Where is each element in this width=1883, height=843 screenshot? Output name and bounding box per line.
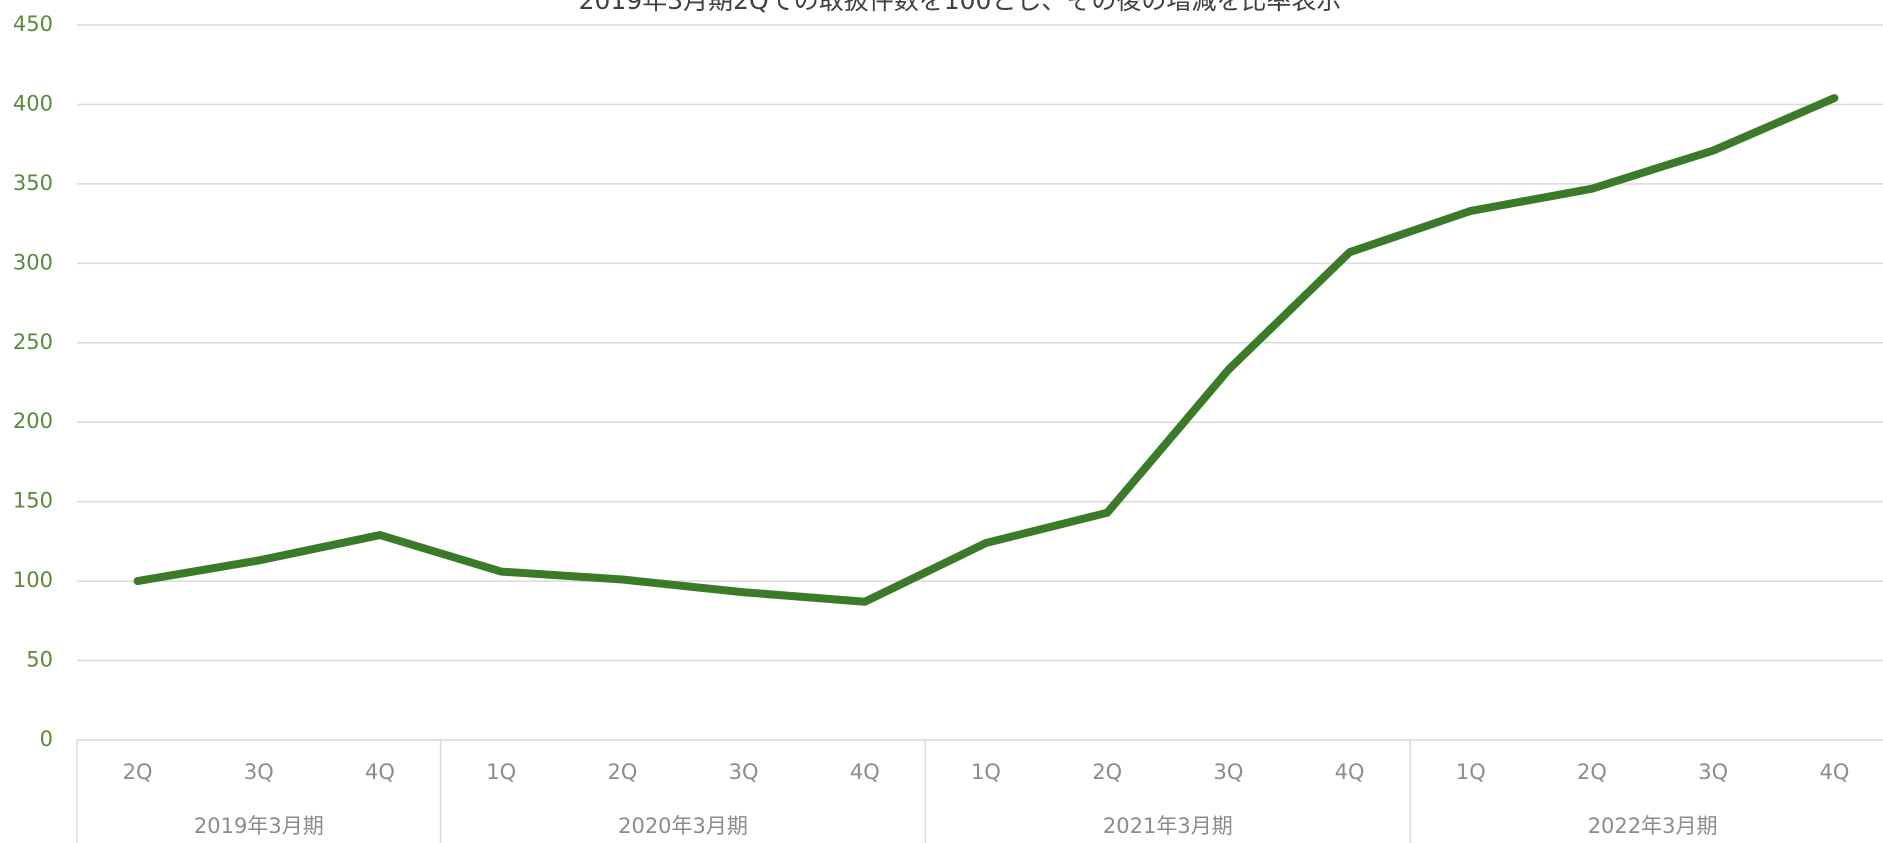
x-tick-label: 3Q: [244, 760, 274, 784]
group-label: 2021年3月期: [1103, 814, 1233, 838]
y-tick-label: 150: [13, 489, 53, 513]
group-label: 2019年3月期: [194, 814, 324, 838]
x-tick-label: 2Q: [123, 760, 153, 784]
chart-title: 2019年3月期2Qでの取扱件数を100とし、その後の増減を比率表示: [579, 0, 1342, 15]
x-tick-label: 3Q: [729, 760, 759, 784]
x-tick-label: 4Q: [1335, 760, 1365, 784]
y-tick-label: 0: [40, 727, 53, 751]
y-tick-label: 450: [13, 12, 53, 36]
x-tick-label: 3Q: [1698, 760, 1728, 784]
x-tick-label: 1Q: [486, 760, 516, 784]
y-tick-label: 400: [13, 91, 53, 115]
y-tick-label: 300: [13, 250, 53, 274]
x-tick-label: 3Q: [1213, 760, 1243, 784]
x-tick-label: 4Q: [850, 760, 880, 784]
y-tick-label: 350: [13, 171, 53, 195]
x-tick-label: 4Q: [1819, 760, 1849, 784]
group-label: 2020年3月期: [618, 814, 748, 838]
x-tick-label: 4Q: [365, 760, 395, 784]
y-tick-label: 50: [26, 648, 53, 672]
y-tick-label: 100: [13, 568, 53, 592]
x-tick-label: 2Q: [607, 760, 637, 784]
y-tick-label: 200: [13, 409, 53, 433]
x-tick-label: 1Q: [971, 760, 1001, 784]
x-tick-label: 1Q: [1456, 760, 1486, 784]
x-tick-label: 2Q: [1577, 760, 1607, 784]
x-tick-label: 2Q: [1092, 760, 1122, 784]
data-line: [133, 94, 1839, 606]
y-tick-label: 250: [13, 330, 53, 354]
group-label: 2022年3月期: [1588, 814, 1718, 838]
